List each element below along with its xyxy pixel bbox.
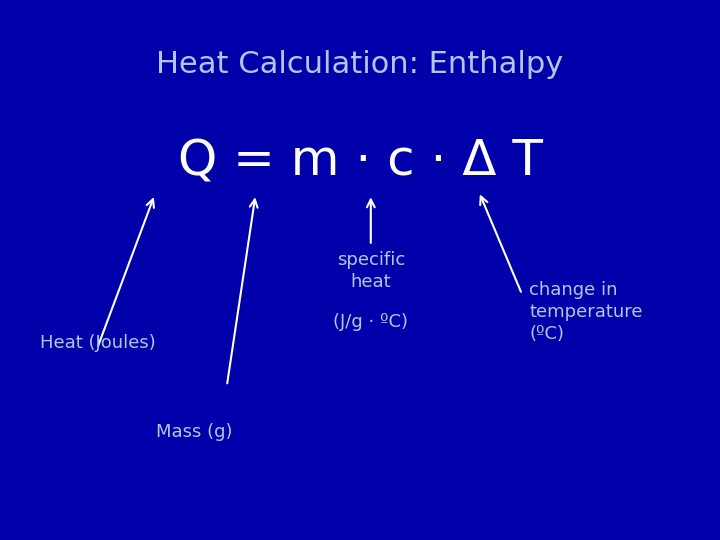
Text: specific
heat: specific heat	[337, 251, 405, 291]
Text: (J/g · ºC): (J/g · ºC)	[333, 313, 408, 331]
Text: Heat Calculation: Enthalpy: Heat Calculation: Enthalpy	[156, 50, 564, 79]
Text: change in
temperature
(ºC): change in temperature (ºC)	[529, 281, 643, 343]
Text: Heat (Joules): Heat (Joules)	[40, 334, 156, 352]
Text: Mass (g): Mass (g)	[156, 423, 233, 441]
Text: Q = m · c · Δ T: Q = m · c · Δ T	[178, 138, 542, 186]
